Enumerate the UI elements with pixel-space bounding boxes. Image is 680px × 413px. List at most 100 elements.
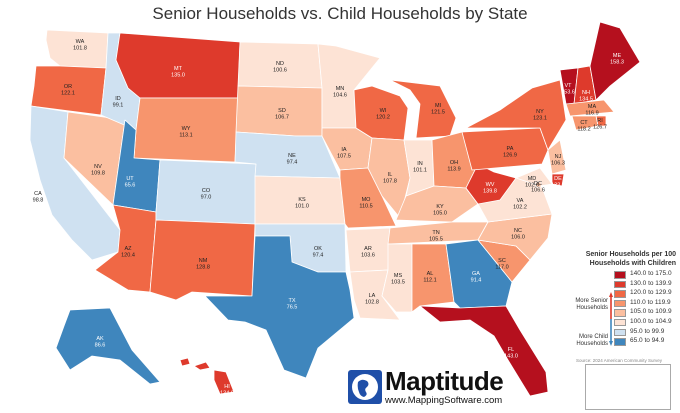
state-dc[interactable] (535, 181, 542, 188)
state-abbr-label: DC (534, 181, 542, 187)
legend-class-label: 95.0 to 99.9 (630, 327, 665, 335)
state-wi[interactable] (353, 85, 409, 141)
legend-direction-arrow-icon (609, 292, 613, 346)
state-abbr-label: AL (427, 271, 434, 277)
state-abbr-label: UT (126, 176, 134, 182)
state-value-label: 102.8 (365, 300, 379, 306)
state-abbr-label: AK (96, 336, 104, 342)
legend-swatch (614, 328, 626, 337)
state-value-label: 112.1 (423, 278, 436, 284)
state-abbr-label: MT (174, 66, 183, 72)
state-de[interactable] (551, 173, 565, 187)
state-abbr-label: NH (582, 90, 590, 96)
legend-swatch (614, 271, 626, 279)
state-abbr-label: CT (580, 120, 588, 126)
state-abbr-label: WI (380, 108, 387, 114)
state-value-label: 97.4 (313, 253, 324, 259)
state-value-label: 103.6 (361, 253, 375, 259)
state-abbr-label: IA (341, 147, 347, 153)
state-value-label: 134.0 (220, 391, 234, 397)
state-abbr-label: NV (94, 164, 102, 170)
state-ak[interactable] (55, 307, 161, 385)
state-value-label: 105.5 (429, 237, 443, 243)
state-value-label: 135.0 (171, 73, 185, 79)
state-value-label: 133.5 (551, 183, 565, 189)
state-abbr-label: KY (436, 204, 444, 210)
state-abbr-label: CA (34, 191, 42, 197)
state-wy[interactable] (133, 97, 239, 163)
state-value-label: 123.1 (533, 116, 547, 122)
state-abbr-label: TN (432, 230, 439, 236)
legend-class-label: 100.0 to 104.9 (630, 317, 672, 325)
legend-class-label: 130.0 to 139.9 (630, 279, 672, 287)
map-title: Senior Households vs. Child Households b… (152, 4, 528, 23)
state-ct[interactable] (571, 115, 599, 131)
legend-class-label: 140.0 to 175.0 (630, 270, 672, 277)
puerto-rico-inset (585, 364, 671, 410)
state-abbr-label: NM (199, 258, 208, 264)
state-abbr-label: SD (278, 108, 286, 114)
state-abbr-label: LA (369, 293, 376, 299)
state-abbr-label: OK (314, 246, 322, 252)
legend-class-row: 110.0 to 119.9 (568, 299, 678, 309)
maptitude-logo[interactable]: Maptitude www.MappingSoftware.com (345, 366, 525, 408)
state-hi[interactable] (179, 357, 235, 395)
state-tx[interactable] (204, 235, 355, 379)
state-value-label: 110.5 (359, 204, 372, 210)
state-value-label: 107.8 (383, 179, 397, 185)
legend-class-row: 130.0 to 139.9 (568, 280, 678, 290)
state-abbr-label: OH (450, 160, 458, 166)
state-abbr-label: KS (298, 197, 306, 203)
state-value-label: 116.9 (585, 111, 598, 117)
state-value-label: 91.4 (471, 278, 482, 284)
state-abbr-label: NJ (555, 154, 562, 160)
legend: Senior Households per 100 Households wit… (568, 250, 678, 363)
state-value-label: 122.1 (61, 91, 75, 97)
legend-swatch (614, 338, 626, 346)
logo-url[interactable]: www.MappingSoftware.com (385, 395, 503, 406)
state-abbr-label: IL (388, 172, 393, 178)
state-al[interactable] (411, 243, 455, 313)
state-value-label: 105.0 (433, 211, 447, 217)
state-abbr-label: NC (514, 228, 522, 234)
legend-swatch (614, 309, 626, 317)
state-value-label: 102.2 (513, 205, 527, 211)
state-value-label: 97.0 (201, 195, 212, 201)
state-ny[interactable] (465, 79, 567, 151)
state-me[interactable] (589, 21, 641, 101)
state-md[interactable] (515, 167, 553, 187)
state-value-label: 102.6 (525, 183, 539, 189)
state-mi[interactable] (389, 79, 457, 139)
state-nj[interactable] (547, 139, 567, 175)
legend-swatch (614, 318, 626, 327)
state-abbr-label: MS (394, 273, 403, 279)
state-pa[interactable] (461, 127, 549, 171)
legend-class-label: 110.0 to 119.9 (630, 298, 671, 306)
state-value-label: 158.3 (610, 60, 624, 66)
state-abbr-label: AZ (124, 246, 132, 252)
globe-icon (348, 370, 382, 404)
logo-name: Maptitude (385, 366, 504, 396)
state-value-label: 76.5 (287, 305, 298, 311)
state-abbr-label: SC (498, 258, 506, 264)
legend-class-row: 120.0 to 129.9 (568, 289, 678, 299)
state-ma[interactable] (565, 99, 615, 117)
state-value-label: 101.1 (413, 168, 427, 174)
state-abbr-label: MO (362, 197, 372, 203)
state-value-label: 128.8 (196, 265, 210, 271)
state-fl[interactable] (419, 305, 549, 397)
state-abbr-label: ND (276, 61, 284, 67)
legend-more-senior-label: More Senior Households (575, 298, 608, 311)
legend-swatch (614, 299, 626, 308)
state-abbr-label: HI (224, 384, 230, 390)
state-value-label: 97.4 (287, 160, 298, 166)
state-abbr-label: DE (554, 176, 562, 182)
state-value-label: 106.3 (551, 161, 565, 167)
state-value-label: 113.9 (447, 167, 460, 173)
state-abbr-label: MA (588, 104, 597, 110)
state-value-label: 126.7 (593, 125, 607, 131)
state-abbr-label: ME (613, 53, 622, 59)
state-abbr-label: PA (507, 146, 514, 152)
state-value-label: 106.6 (531, 188, 545, 194)
state-value-label: 113.1 (179, 133, 192, 139)
